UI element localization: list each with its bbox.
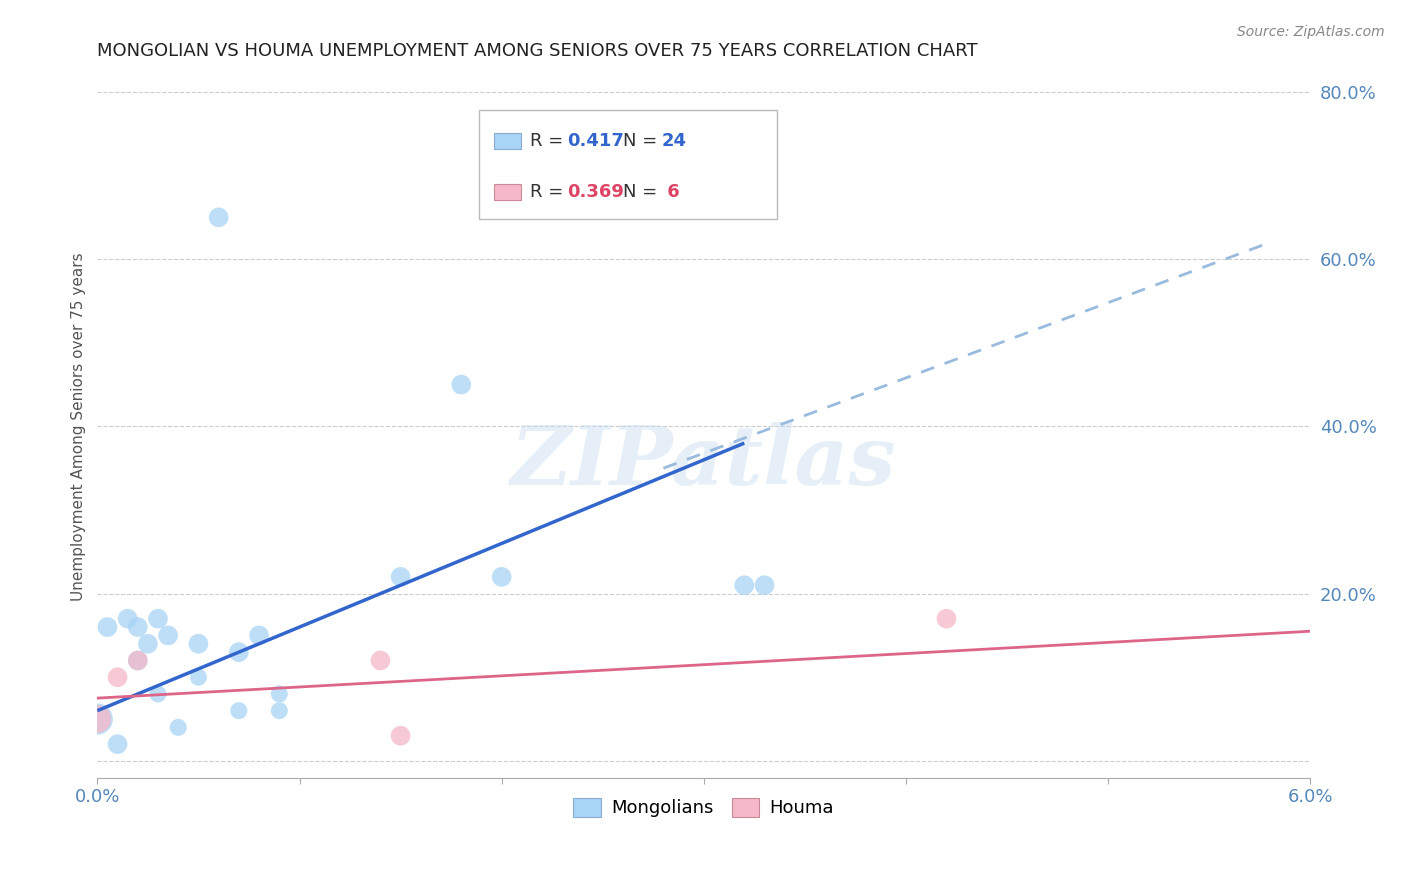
Text: MONGOLIAN VS HOUMA UNEMPLOYMENT AMONG SENIORS OVER 75 YEARS CORRELATION CHART: MONGOLIAN VS HOUMA UNEMPLOYMENT AMONG SE… [97, 42, 979, 60]
Point [86, 712, 108, 726]
Point [96, 620, 118, 634]
Point [935, 612, 957, 626]
Text: 6: 6 [661, 183, 681, 201]
Point [107, 737, 129, 751]
Point [733, 578, 755, 592]
Point [127, 653, 149, 667]
FancyBboxPatch shape [494, 133, 520, 149]
Point [187, 670, 209, 684]
Text: N =: N = [623, 132, 662, 150]
Point [86, 712, 108, 726]
Point [107, 670, 129, 684]
Y-axis label: Unemployment Among Seniors over 75 years: Unemployment Among Seniors over 75 years [72, 252, 86, 600]
Point [228, 704, 250, 718]
Point [269, 704, 291, 718]
Point [187, 637, 209, 651]
Legend: Mongolians, Houma: Mongolians, Houma [567, 791, 841, 825]
Text: Source: ZipAtlas.com: Source: ZipAtlas.com [1237, 25, 1385, 39]
Point [127, 653, 149, 667]
Point [491, 570, 513, 584]
Text: ZIPatlas: ZIPatlas [512, 422, 897, 501]
Text: 0.417: 0.417 [567, 132, 624, 150]
Text: 24: 24 [661, 132, 686, 150]
Point [127, 620, 149, 634]
Point [389, 729, 412, 743]
Point [136, 637, 159, 651]
Point [146, 687, 169, 701]
Point [269, 687, 291, 701]
Point [754, 578, 776, 592]
Point [450, 377, 472, 392]
FancyBboxPatch shape [494, 185, 520, 200]
Point [117, 612, 139, 626]
Text: 0.369: 0.369 [567, 183, 624, 201]
Point [370, 653, 392, 667]
Point [228, 645, 250, 659]
FancyBboxPatch shape [479, 111, 776, 219]
Point [167, 720, 190, 734]
Text: N =: N = [623, 183, 662, 201]
Point [389, 570, 412, 584]
Point [146, 612, 169, 626]
Text: R =: R = [530, 183, 569, 201]
Point [247, 628, 270, 642]
Point [208, 211, 231, 225]
Point [157, 628, 180, 642]
Text: R =: R = [530, 132, 569, 150]
